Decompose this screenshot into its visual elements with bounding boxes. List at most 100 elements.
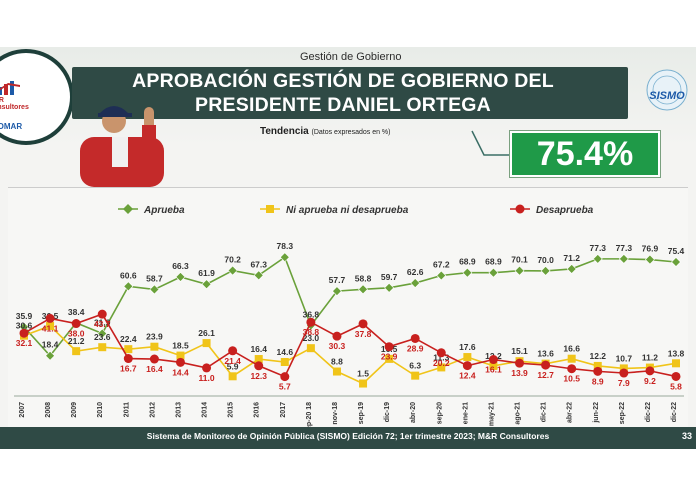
data-label: 77.3 <box>616 243 633 253</box>
data-point <box>384 282 395 293</box>
data-point <box>332 286 342 297</box>
data-label: 15.1 <box>511 346 528 356</box>
x-tick-label: 2017 <box>280 402 287 418</box>
data-point <box>97 328 108 339</box>
data-label: 61.9 <box>198 268 215 278</box>
data-point <box>463 353 472 362</box>
data-point <box>592 253 603 264</box>
data-point <box>254 361 264 371</box>
data-label: 62.6 <box>407 267 424 277</box>
x-tick-label: dic-22 <box>671 402 678 422</box>
data-point <box>514 265 525 276</box>
headline-value: 75.4% <box>536 135 634 173</box>
data-point <box>45 350 56 361</box>
data-point <box>97 309 107 319</box>
data-label: 77.3 <box>589 243 606 253</box>
x-tick-label: jun-22 <box>593 402 600 424</box>
data-label: 36.8 <box>303 309 320 319</box>
data-point <box>176 351 185 360</box>
legend-label: Aprueba <box>143 205 185 216</box>
data-label: 17.6 <box>459 342 476 352</box>
data-label: 9.2 <box>644 376 656 386</box>
title-line-1: APROBACIÓN GESTIÓN DE GOBIERNO DEL <box>132 70 554 92</box>
data-point <box>253 270 264 281</box>
x-tick-label: 2016 <box>254 402 261 418</box>
data-point <box>644 254 655 265</box>
page-title: APROBACIÓN GESTIÓN DE GOBIERNO DEL PRESI… <box>118 69 568 117</box>
data-label: 38.0 <box>68 329 85 339</box>
headline-value-box: 75.4% <box>510 131 660 177</box>
x-tick-label: sep-19 <box>358 402 365 424</box>
footer-text: Sistema de Monitoreo de Opinión Pública … <box>146 431 550 441</box>
data-label: 16.4 <box>146 364 163 374</box>
data-point <box>358 319 368 329</box>
section-label: Gestión de Gobierno <box>300 51 402 63</box>
data-point <box>358 284 368 295</box>
data-label: 60.6 <box>120 270 137 280</box>
x-tick-label: dic-19 <box>384 402 391 422</box>
data-label: 23.0 <box>303 333 320 343</box>
logo-esomar-text: ESOMAR <box>0 122 23 131</box>
data-label: 70.1 <box>511 255 528 265</box>
x-tick-label: 2013 <box>175 402 182 418</box>
data-point <box>567 364 577 374</box>
data-point <box>150 342 159 351</box>
data-label: 26.1 <box>198 328 215 338</box>
data-point <box>515 358 525 368</box>
data-point <box>619 364 628 373</box>
x-tick-label: 2010 <box>97 402 104 418</box>
data-label: 32.1 <box>16 338 33 348</box>
data-point <box>280 357 289 366</box>
x-tick-label: dic-21 <box>541 402 548 422</box>
data-point <box>671 371 681 381</box>
data-label: 35.9 <box>16 311 33 321</box>
data-label: 78.3 <box>277 241 294 251</box>
slide: M&R Consultores ESOMAR Gestión de Gobier… <box>0 47 696 449</box>
data-point <box>671 257 681 267</box>
data-point <box>411 371 420 380</box>
subtitle-label: Tendencia <box>260 126 309 137</box>
data-point <box>98 343 107 352</box>
bar-chart-logo-icon <box>0 81 20 95</box>
data-point <box>332 367 341 376</box>
data-point <box>306 344 315 353</box>
data-label: 57.7 <box>329 275 346 285</box>
data-point <box>332 331 342 341</box>
x-tick-label: ago-21 <box>515 402 522 425</box>
data-point <box>175 357 185 367</box>
data-label: 16.1 <box>485 365 502 375</box>
data-label: 58.7 <box>146 273 163 283</box>
data-label: 5.8 <box>670 381 682 391</box>
chart-area: Aprueba Ni aprueba ni desaprueba Desaprueb… <box>8 187 688 435</box>
x-tick-label: 2011 <box>123 402 130 417</box>
data-label: 1.5 <box>357 369 369 379</box>
data-point <box>45 313 55 323</box>
data-point <box>567 354 576 363</box>
data-label: 12.2 <box>589 351 606 361</box>
data-label: 13.8 <box>668 348 685 358</box>
data-label: 21.2 <box>68 336 85 346</box>
logo-mr-text: M&R Consultores <box>0 97 29 111</box>
legend-marker <box>123 204 133 214</box>
data-point <box>410 333 420 343</box>
data-point <box>488 267 499 278</box>
x-tick-label: 2015 <box>228 402 235 418</box>
data-label: 67.2 <box>433 259 450 269</box>
data-point <box>149 284 160 295</box>
data-point <box>124 345 133 354</box>
data-label: 13.9 <box>511 368 528 378</box>
data-point <box>202 363 212 373</box>
data-point <box>437 363 446 372</box>
legend-label: Ni aprueba ni desaprueba <box>286 205 409 216</box>
data-label: 41.1 <box>42 323 59 333</box>
data-label: 70.2 <box>224 255 241 265</box>
data-label: 20.2 <box>433 358 450 368</box>
data-label: 18.5 <box>172 341 189 351</box>
data-point <box>123 354 133 364</box>
data-point <box>175 272 186 282</box>
data-label: 66.3 <box>172 261 189 271</box>
data-label: 5.7 <box>279 382 291 392</box>
data-point <box>71 319 81 329</box>
data-point <box>384 342 394 352</box>
data-label: 38.8 <box>303 327 320 337</box>
